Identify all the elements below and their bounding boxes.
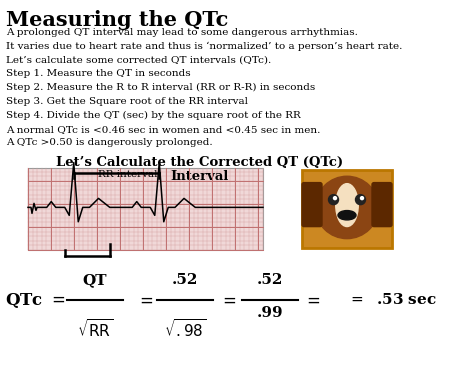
Text: .52: .52 [257, 273, 283, 287]
Text: $\sqrt{\mathrm{RR}}$: $\sqrt{\mathrm{RR}}$ [77, 318, 113, 340]
Text: $=$: $=$ [303, 291, 321, 309]
Text: QT: QT [83, 273, 107, 287]
Circle shape [334, 197, 337, 199]
Text: .52: .52 [172, 273, 198, 287]
Text: .99: .99 [257, 306, 283, 320]
Text: QTc $=$: QTc $=$ [5, 290, 65, 309]
Circle shape [356, 195, 365, 205]
Circle shape [361, 197, 364, 199]
Ellipse shape [338, 210, 356, 220]
Text: It varies due to heart rate and thus is ‘normalized’ to a person’s heart rate.: It varies due to heart rate and thus is … [6, 42, 402, 51]
Text: Step 1. Measure the QT in seconds: Step 1. Measure the QT in seconds [6, 70, 191, 78]
Text: A QTc >0.50 is dangerously prolonged.: A QTc >0.50 is dangerously prolonged. [6, 138, 213, 148]
Ellipse shape [316, 176, 379, 238]
Text: Measuring the QTc: Measuring the QTc [6, 10, 228, 30]
Text: A normal QTc is <0.46 sec in women and <0.45 sec in men.: A normal QTc is <0.46 sec in women and <… [6, 125, 320, 134]
Text: Interval: Interval [171, 170, 229, 183]
Text: $=$: $=$ [219, 291, 237, 309]
Text: Step 3. Get the Square root of the RR interval: Step 3. Get the Square root of the RR in… [6, 97, 248, 106]
FancyBboxPatch shape [372, 183, 392, 227]
Text: Let’s calculate some corrected QT intervals (QTc).: Let’s calculate some corrected QT interv… [6, 56, 271, 65]
FancyBboxPatch shape [28, 168, 263, 250]
Text: $=\;$ .53 sec: $=\;$ .53 sec [348, 293, 437, 308]
FancyBboxPatch shape [302, 183, 322, 227]
Text: RR interval: RR interval [99, 170, 158, 179]
FancyBboxPatch shape [302, 170, 392, 248]
Circle shape [328, 195, 338, 205]
Text: $\sqrt{.98}$: $\sqrt{.98}$ [164, 318, 206, 340]
Text: A prolonged QT interval may lead to some dangerous arrhythmias.: A prolonged QT interval may lead to some… [6, 28, 358, 37]
Text: Let’s Calculate the Corrected QT (QTc): Let’s Calculate the Corrected QT (QTc) [56, 156, 344, 169]
Text: Step 2. Measure the R to R interval (RR or R-R) in seconds: Step 2. Measure the R to R interval (RR … [6, 83, 315, 92]
Text: $=$: $=$ [137, 291, 154, 309]
Text: Step 4. Divide the QT (sec) by the square root of the RR: Step 4. Divide the QT (sec) by the squar… [6, 111, 301, 120]
Ellipse shape [336, 184, 358, 227]
